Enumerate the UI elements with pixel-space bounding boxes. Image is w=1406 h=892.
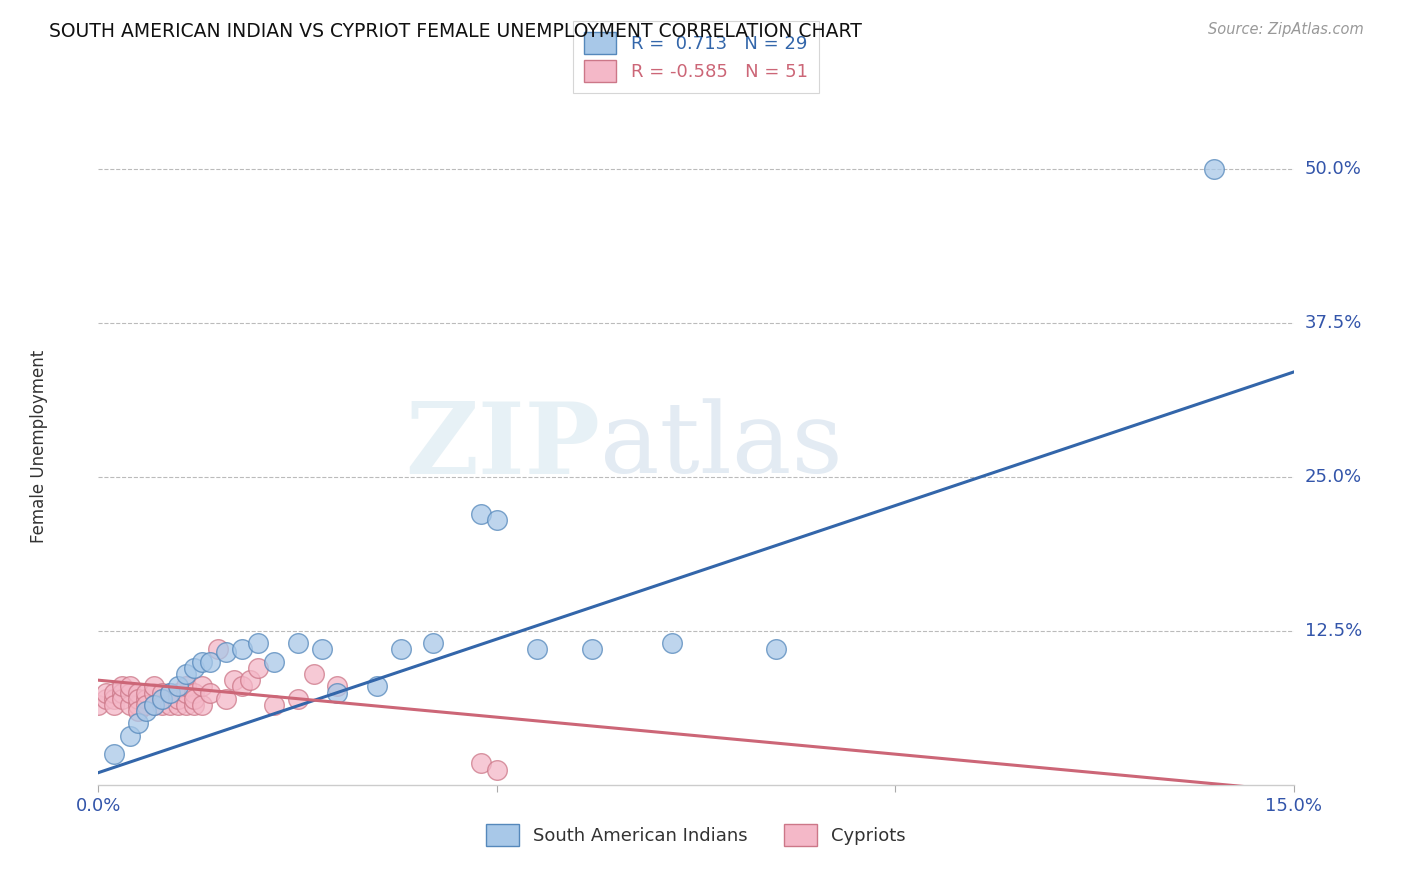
Point — [470, 507, 492, 521]
Point — [183, 661, 205, 675]
Point — [120, 679, 142, 693]
Point — [198, 655, 221, 669]
Point — [246, 661, 269, 675]
Point — [103, 698, 125, 712]
Text: 50.0%: 50.0% — [1305, 160, 1361, 178]
Point — [150, 691, 173, 706]
Text: 25.0%: 25.0% — [1305, 467, 1362, 486]
Point — [159, 685, 181, 699]
Text: Source: ZipAtlas.com: Source: ZipAtlas.com — [1208, 22, 1364, 37]
Point — [183, 698, 205, 712]
Point — [183, 685, 205, 699]
Point — [191, 698, 214, 712]
Point — [135, 691, 157, 706]
Legend: South American Indians, Cypriots: South American Indians, Cypriots — [475, 814, 917, 857]
Point — [581, 642, 603, 657]
Point — [263, 698, 285, 712]
Point — [103, 747, 125, 761]
Point — [174, 667, 197, 681]
Point — [143, 685, 166, 699]
Point — [120, 729, 142, 743]
Point — [127, 698, 149, 712]
Point — [143, 679, 166, 693]
Point — [661, 636, 683, 650]
Point — [470, 756, 492, 770]
Point — [287, 691, 309, 706]
Point — [174, 679, 197, 693]
Point — [174, 685, 197, 699]
Point — [215, 691, 238, 706]
Point — [111, 691, 134, 706]
Point — [302, 667, 325, 681]
Point — [198, 685, 221, 699]
Text: 37.5%: 37.5% — [1305, 314, 1362, 332]
Point — [127, 691, 149, 706]
Point — [239, 673, 262, 688]
Point — [1202, 161, 1225, 176]
Point — [167, 691, 190, 706]
Point — [207, 642, 229, 657]
Point — [191, 655, 214, 669]
Point — [135, 685, 157, 699]
Point — [143, 698, 166, 712]
Point — [103, 685, 125, 699]
Point — [389, 642, 412, 657]
Point — [183, 691, 205, 706]
Point — [96, 685, 118, 699]
Point — [167, 685, 190, 699]
Point — [174, 698, 197, 712]
Point — [127, 716, 149, 731]
Point — [111, 679, 134, 693]
Text: atlas: atlas — [600, 398, 844, 494]
Point — [326, 685, 349, 699]
Point — [231, 642, 253, 657]
Point — [167, 679, 190, 693]
Point — [150, 685, 173, 699]
Point — [167, 698, 190, 712]
Point — [159, 698, 181, 712]
Point — [485, 513, 508, 527]
Point — [135, 704, 157, 718]
Point — [326, 679, 349, 693]
Point — [120, 698, 142, 712]
Point — [143, 698, 166, 712]
Point — [263, 655, 285, 669]
Text: SOUTH AMERICAN INDIAN VS CYPRIOT FEMALE UNEMPLOYMENT CORRELATION CHART: SOUTH AMERICAN INDIAN VS CYPRIOT FEMALE … — [49, 22, 862, 41]
Point — [127, 685, 149, 699]
Point — [246, 636, 269, 650]
Point — [287, 636, 309, 650]
Point — [159, 685, 181, 699]
Point — [366, 679, 388, 693]
Point — [422, 636, 444, 650]
Point — [222, 673, 245, 688]
Point — [765, 642, 787, 657]
Point — [103, 691, 125, 706]
Point — [311, 642, 333, 657]
Point — [231, 679, 253, 693]
Text: ZIP: ZIP — [405, 398, 600, 494]
Point — [87, 698, 110, 712]
Point — [96, 691, 118, 706]
Point — [526, 642, 548, 657]
Point — [135, 698, 157, 712]
Point — [150, 691, 173, 706]
Text: Female Unemployment: Female Unemployment — [30, 350, 48, 542]
Point — [127, 704, 149, 718]
Point — [485, 763, 508, 777]
Point — [120, 685, 142, 699]
Point — [191, 679, 214, 693]
Point — [150, 698, 173, 712]
Text: 12.5%: 12.5% — [1305, 622, 1362, 640]
Point — [215, 645, 238, 659]
Point — [111, 685, 134, 699]
